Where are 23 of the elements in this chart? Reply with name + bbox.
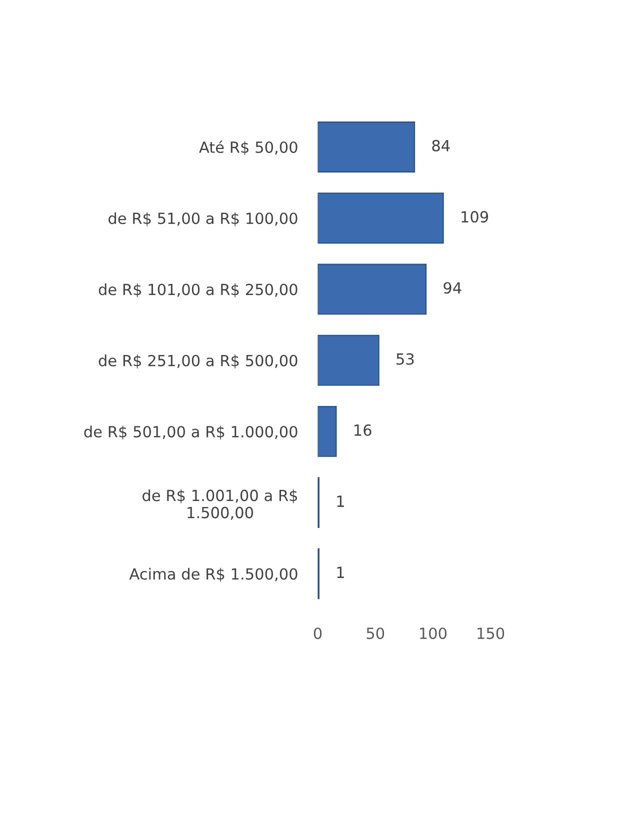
- x-tick-label: 100: [420, 628, 446, 640]
- x-tick-label: 50: [366, 628, 384, 640]
- data-label: 1: [337, 566, 344, 578]
- x-tick-label: 0: [314, 628, 322, 640]
- data-label: 16: [354, 424, 372, 436]
- data-label: 94: [444, 282, 462, 294]
- y-tick-label: de R$ 501,00 a R$ 1.000,00: [84, 426, 298, 440]
- data-label: 53: [396, 353, 414, 365]
- y-tick-label: de R$ 51,00 a R$ 100,00: [108, 212, 298, 226]
- data-label: 84: [432, 140, 450, 152]
- y-tick-label: de R$ 101,00 a R$ 250,00: [98, 283, 298, 298]
- data-label: 109: [462, 210, 488, 223]
- data-label: 1: [337, 496, 344, 507]
- y-tick-label: Até R$ 50,00: [199, 140, 298, 156]
- bar: [318, 192, 444, 244]
- bar: [318, 406, 337, 457]
- y-tick-label: de R$ 251,00 a R$ 500,00: [98, 354, 298, 368]
- bar: [318, 334, 380, 386]
- y-tick-label: Acima de R$ 1.500,00: [129, 568, 298, 582]
- bar: [318, 122, 416, 172]
- y-tick-label: de R$ 1.001,00 a R$ 1.500,00: [142, 489, 298, 520]
- bar: [318, 264, 427, 315]
- x-tick-label: 150: [478, 628, 504, 640]
